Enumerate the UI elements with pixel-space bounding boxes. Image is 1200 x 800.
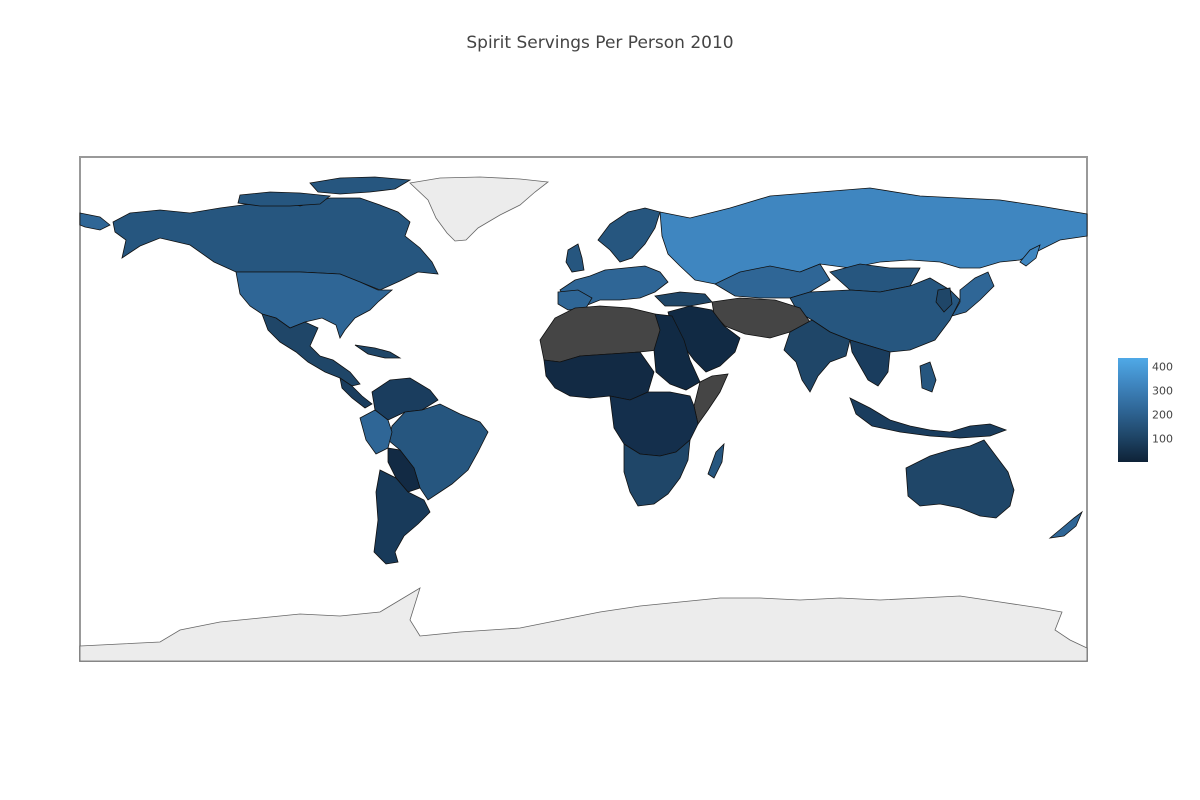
region-korea[interactable] (935, 287, 953, 313)
region-bolivia-paraguay[interactable] (387, 447, 421, 493)
region-peru[interactable] (359, 409, 393, 455)
region-central-america[interactable] (339, 377, 373, 409)
region-australia[interactable] (905, 439, 1015, 519)
region-canada-islands-2[interactable] (237, 191, 332, 207)
region-canada-islands[interactable] (309, 176, 412, 195)
region-argentina-chile[interactable] (373, 469, 431, 565)
region-mexico[interactable] (261, 313, 361, 387)
colorbar-tick-300: 300 (1152, 384, 1173, 398)
region-india[interactable] (783, 319, 851, 393)
region-kazakhstan[interactable] (714, 263, 831, 299)
chart-title: Spirit Servings Per Person 2010 (466, 33, 734, 53)
region-new-zealand[interactable] (1048, 510, 1083, 539)
region-madagascar[interactable] (707, 442, 725, 479)
colorbar-tick-400: 400 (1152, 360, 1173, 374)
region-brazil[interactable] (387, 403, 489, 501)
region-caribbean[interactable] (354, 344, 402, 359)
colorbar: 400 300 200 100 (1118, 358, 1173, 462)
region-antarctica[interactable] (79, 587, 1088, 662)
colorbar-tick-100: 100 (1152, 432, 1173, 446)
region-greenland[interactable] (409, 176, 550, 242)
region-philippines[interactable] (919, 361, 937, 393)
region-southern-africa[interactable] (623, 439, 691, 507)
region-alaska[interactable] (79, 212, 111, 231)
region-indonesia[interactable] (849, 397, 1008, 439)
region-uk[interactable] (565, 243, 585, 273)
region-japan[interactable] (951, 271, 995, 317)
region-kamchatka[interactable] (1019, 244, 1041, 267)
colorbar-tick-200: 200 (1152, 408, 1173, 422)
colorbar-gradient (1118, 358, 1148, 462)
region-scandinavia[interactable] (597, 207, 661, 263)
region-southeast-asia[interactable] (849, 339, 891, 387)
region-egypt-sudan[interactable] (653, 313, 701, 391)
